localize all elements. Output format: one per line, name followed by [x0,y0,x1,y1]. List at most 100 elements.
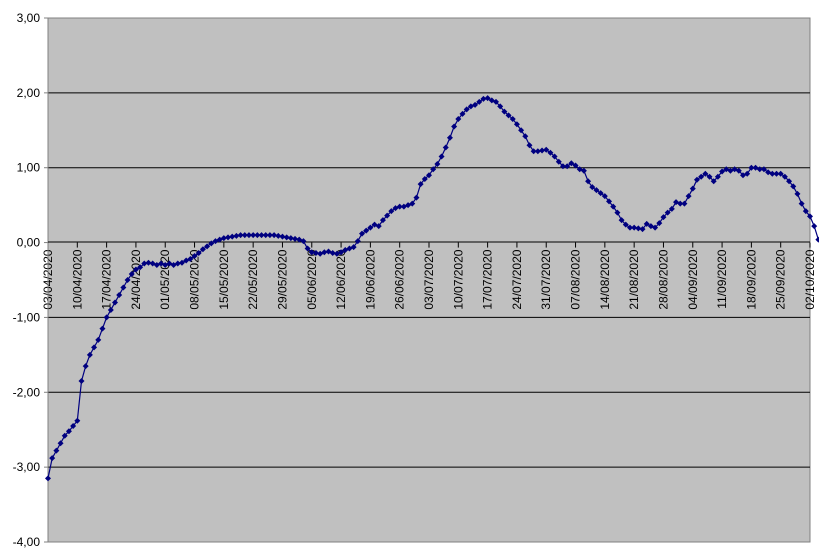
data-point [572,162,579,169]
plot-area [47,17,811,543]
data-point [589,184,596,191]
data-point [484,95,491,102]
data-point [539,147,546,154]
data-point [99,325,106,332]
data-point [756,166,763,173]
x-tick-label: 12/06/2020 [334,249,348,309]
data-point [271,232,278,239]
data-point [308,249,315,256]
data-point [409,200,416,207]
x-axis-tick-labels: 03/04/2020 10/04/2020 17/04/2020 24/04/2020… [41,242,817,310]
data-point [241,232,248,239]
data-point [555,158,562,165]
data-point [82,363,89,370]
data-point [501,108,508,115]
data-point [719,168,726,175]
data-point [564,163,571,170]
data-series [45,95,819,482]
data-point [580,167,587,174]
data-point [191,253,198,260]
data-point [735,167,742,174]
data-point [664,209,671,216]
x-tick-label: 17/04/2020 [100,249,114,309]
data-point [107,306,114,313]
data-point [681,200,688,207]
y-tick-label: 3,00 [17,11,41,25]
x-tick-label: 28/08/2020 [656,249,670,309]
x-tick-label: 22/05/2020 [246,249,260,309]
data-point [57,440,64,447]
data-point [204,243,211,250]
data-point [601,193,608,200]
data-point [300,238,307,245]
data-point [639,226,646,233]
data-point [472,101,479,108]
data-point [388,208,395,215]
data-point [518,127,525,134]
data-point [769,170,776,177]
data-point [618,217,625,224]
y-tick-label: -2,00 [13,385,41,399]
data-point [225,234,232,241]
data-point [354,238,361,245]
x-tick-label: 24/04/2020 [129,249,143,309]
data-point [53,447,60,454]
data-point [237,232,244,239]
data-point [534,148,541,155]
data-point [451,123,458,130]
data-point [492,98,499,105]
data-point [509,116,516,123]
data-point [61,432,68,439]
data-point [279,233,286,240]
data-point [187,256,194,263]
data-point [568,160,575,167]
data-point [459,110,466,117]
data-point [446,134,453,141]
data-point [815,236,819,243]
data-point [233,232,240,239]
data-point [660,214,667,221]
data-point [790,183,797,190]
x-tick-label: 18/09/2020 [744,249,758,309]
data-point [208,240,215,247]
data-point [141,260,148,267]
data-point [781,173,788,180]
x-tick-label: 04/09/2020 [686,249,700,309]
data-point [714,173,721,180]
data-point [526,142,533,149]
data-point [132,266,139,273]
data-point [111,299,118,306]
x-tick-label: 08/05/2020 [188,249,202,309]
data-point [786,178,793,185]
data-point [610,203,617,210]
data-point [463,106,470,113]
data-point [543,146,550,153]
data-point [693,176,700,183]
x-tick-label: 25/09/2020 [774,249,788,309]
data-point [128,271,135,278]
data-point [807,213,813,220]
data-point [195,250,202,257]
data-point [597,190,604,197]
data-point [70,422,77,429]
data-point [124,277,131,283]
data-point [530,148,537,155]
data-point [802,208,809,215]
data-point [622,221,629,228]
data-point [321,249,328,256]
data-point [522,133,529,140]
y-tick-label: -3,00 [13,460,41,474]
data-point [245,232,252,239]
data-point [551,153,558,160]
x-tick-label: 01/05/2020 [158,249,172,309]
x-tick-label: 10/07/2020 [451,249,465,309]
data-point [606,198,613,205]
data-point [455,116,462,123]
data-point [254,232,261,239]
data-point [417,181,424,188]
data-point [359,230,366,237]
data-point [292,235,299,242]
x-tick-label: 21/08/2020 [627,249,641,309]
data-point [702,170,709,177]
